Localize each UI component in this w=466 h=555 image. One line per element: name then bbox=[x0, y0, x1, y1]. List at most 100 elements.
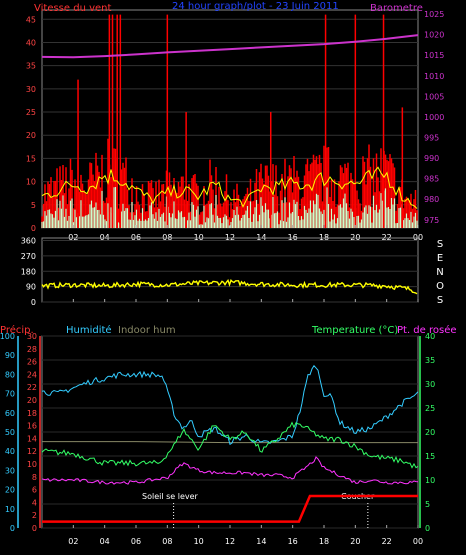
humidity-tick-label: 90 bbox=[5, 351, 15, 360]
label-temperature: Temperature (°C) bbox=[311, 325, 398, 336]
wind-gust-line bbox=[41, 166, 418, 209]
temp-tick-label: 35 bbox=[425, 356, 435, 365]
precip-tick-label: 28 bbox=[27, 345, 37, 354]
humidity-tick-label: 40 bbox=[5, 447, 15, 456]
panel3-x-tick-label: 20 bbox=[350, 537, 360, 546]
panel1-marks bbox=[41, 14, 419, 228]
panel2-grid bbox=[42, 240, 418, 303]
temp-tick-label: 10 bbox=[425, 476, 435, 485]
panel3-x-tick-label: 22 bbox=[382, 537, 392, 546]
panel1-right-tick-label: 980 bbox=[424, 195, 439, 204]
precip-tick-label: 0 bbox=[32, 524, 37, 533]
compass-direction-label: S bbox=[437, 239, 443, 250]
humidity-tick-label: 70 bbox=[5, 390, 15, 399]
panel1-left-tick-label: 25 bbox=[26, 108, 36, 117]
humidity-tick-label: 50 bbox=[5, 428, 15, 437]
temp-tick-label: 0 bbox=[425, 524, 430, 533]
humidity-tick-label: 60 bbox=[5, 409, 15, 418]
panel1-left-tick-label: 15 bbox=[26, 154, 36, 163]
temperature-line bbox=[41, 421, 419, 469]
panel3-x-tick-label: 08 bbox=[162, 537, 172, 546]
panel3-x-tick-label: 10 bbox=[194, 537, 204, 546]
panel1-right-tick-label: 1005 bbox=[424, 92, 444, 101]
precip-tick-label: 12 bbox=[27, 447, 37, 456]
precip-tick-label: 20 bbox=[27, 396, 37, 405]
panel1-right-tick-label: 975 bbox=[424, 216, 439, 225]
panel3-x-tick-label: 16 bbox=[288, 537, 298, 546]
panel3-ticks: 0510152025303540010203040506070809010002… bbox=[0, 332, 435, 546]
panel3-x-tick-label: 00 bbox=[413, 537, 423, 546]
precip-tick-label: 8 bbox=[32, 473, 37, 482]
humidity-tick-label: 80 bbox=[5, 370, 15, 379]
annotation-sunrise: Soleil se lever bbox=[142, 492, 199, 501]
dew-point-line bbox=[41, 456, 419, 485]
panel3-x-tick-label: 18 bbox=[319, 537, 329, 546]
humidity-tick-label: 30 bbox=[5, 466, 15, 475]
precip-tick-label: 26 bbox=[27, 358, 37, 367]
precip-tick-label: 10 bbox=[27, 460, 37, 469]
label-indoor-hum: Indoor hum bbox=[118, 325, 176, 336]
label-humidity: Humidité bbox=[66, 324, 112, 336]
temp-tick-label: 25 bbox=[425, 404, 435, 413]
precip-tick-label: 2 bbox=[32, 511, 37, 520]
temp-tick-label: 40 bbox=[425, 332, 435, 341]
panel1-right-tick-label: 995 bbox=[424, 134, 439, 143]
panel3-x-tick-label: 02 bbox=[68, 537, 78, 546]
panel1-left-tick-label: 20 bbox=[26, 131, 36, 140]
panel1-left-label: Vitesse du vent bbox=[34, 3, 111, 14]
panel2-tick-label: 0 bbox=[31, 298, 36, 307]
wind-pressure-panel: Vitesse du vent 24 hour graph/plot - 23 … bbox=[26, 1, 445, 242]
precip-tick-label: 24 bbox=[27, 370, 37, 379]
panel1-right-tick-label: 985 bbox=[424, 175, 439, 184]
panel1-left-tick-label: 40 bbox=[26, 38, 36, 47]
panel1-left-tick-label: 35 bbox=[26, 62, 36, 71]
compass-direction-label: S bbox=[437, 295, 443, 306]
panel2-frame bbox=[41, 237, 419, 303]
humidity-tick-label: 0 bbox=[10, 524, 15, 533]
label-dew-point: Pt. de rosée bbox=[397, 324, 457, 336]
label-precip: Précip. bbox=[0, 324, 34, 336]
panel2-tick-label: 270 bbox=[21, 252, 36, 261]
temp-tick-label: 5 bbox=[425, 500, 430, 509]
humidity-temperature-panel: Précip. Humidité Indoor hum Temperature … bbox=[0, 324, 457, 546]
wind-direction-line bbox=[41, 279, 418, 295]
precip-tick-label: 16 bbox=[27, 422, 37, 431]
panel1-left-tick-label: 10 bbox=[26, 178, 36, 187]
panel1-left-tick-label: 0 bbox=[31, 224, 36, 233]
precip-tick-label: 18 bbox=[27, 409, 37, 418]
precip-tick-label: 14 bbox=[27, 434, 37, 443]
temp-tick-label: 30 bbox=[425, 380, 435, 389]
panel3-x-tick-label: 06 bbox=[131, 537, 141, 546]
precipitation-line bbox=[42, 494, 418, 523]
compass-direction-label: E bbox=[437, 253, 443, 264]
panel3-x-tick-label: 12 bbox=[225, 537, 235, 546]
compass-direction-label: O bbox=[436, 281, 444, 292]
precip-tick-label: 30 bbox=[27, 332, 37, 341]
panel2-tick-label: 90 bbox=[26, 283, 36, 292]
panel1-right-label: Barometre bbox=[370, 3, 423, 14]
panel3-x-tick-label: 04 bbox=[100, 537, 110, 546]
panel2-marks bbox=[41, 279, 418, 295]
panel1-right-tick-label: 990 bbox=[424, 154, 439, 163]
panel1-right-tick-label: 1000 bbox=[424, 113, 444, 122]
precip-tick-label: 4 bbox=[32, 498, 37, 507]
humidity-tick-label: 20 bbox=[5, 486, 15, 495]
humidity-line bbox=[41, 364, 419, 446]
panel1-right-tick-label: 1010 bbox=[424, 72, 444, 81]
precip-tick-label: 6 bbox=[32, 486, 37, 495]
temp-tick-label: 20 bbox=[425, 428, 435, 437]
indoor-humidity-line bbox=[42, 441, 418, 444]
panel1-right-tick-label: 1020 bbox=[424, 31, 444, 40]
panel2-tick-label: 360 bbox=[21, 237, 36, 246]
panel1-right-tick-label: 1025 bbox=[424, 10, 444, 19]
panel1-left-tick-label: 30 bbox=[26, 85, 36, 94]
panel3-x-tick-label: 14 bbox=[256, 537, 266, 546]
barometer-line bbox=[41, 34, 419, 59]
humidity-tick-label: 100 bbox=[0, 332, 15, 341]
panel1-left-tick-label: 5 bbox=[31, 201, 36, 210]
temp-tick-label: 15 bbox=[425, 452, 435, 461]
panel1-left-tick-label: 45 bbox=[26, 15, 36, 24]
